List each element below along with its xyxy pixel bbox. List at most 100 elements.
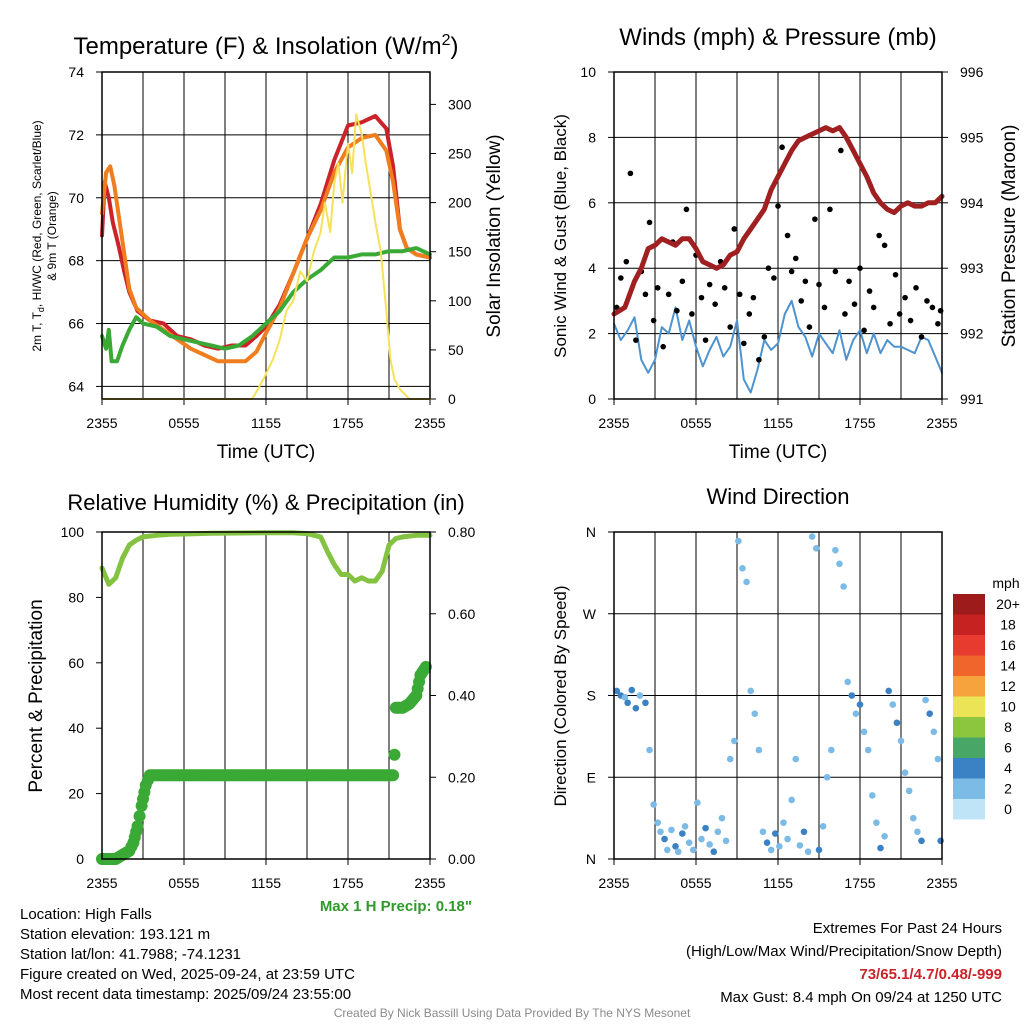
wind-direction-point — [689, 846, 697, 854]
y-tick-label-left: 100 — [61, 524, 85, 540]
y-tick-label-right: 993 — [960, 260, 984, 276]
wind-direction-point — [751, 710, 759, 717]
colorbar-swatch — [953, 655, 985, 676]
wind-direction-point — [681, 823, 689, 830]
y-tick-label-left: 72 — [68, 127, 84, 143]
x-tick-label: 2355 — [926, 415, 957, 431]
wind-direction-point — [784, 835, 791, 843]
colorbar-label: 2 — [1004, 781, 1012, 797]
wind-direction-point — [881, 832, 888, 840]
created-text: Figure created on Wed, 2025-09-24, at 23… — [20, 966, 355, 983]
series-gust-point — [887, 320, 893, 327]
series-gust-point — [838, 147, 844, 154]
series-gust-point — [913, 285, 919, 291]
wind-direction-point — [780, 819, 787, 826]
x-tick-label: 2355 — [86, 415, 117, 431]
y-tick-label-left: 68 — [68, 253, 84, 269]
wind-direction-point — [642, 699, 649, 707]
series-gust-point — [896, 311, 903, 317]
series-gust-point — [907, 317, 914, 324]
wind-direction-point — [718, 814, 726, 822]
wind-direction-point — [885, 687, 892, 695]
series-gust-point — [646, 219, 653, 226]
series-gust-point — [731, 226, 738, 232]
series-gust-point — [861, 327, 867, 334]
colorbar-label: 10 — [1000, 699, 1016, 715]
x-tick-label: 1155 — [251, 875, 281, 891]
series-gust-point — [798, 298, 805, 304]
chart-title: Wind Direction — [706, 484, 849, 509]
wind-direction-point — [828, 746, 835, 754]
series-gust-point — [679, 278, 686, 285]
series-gust-point — [741, 340, 747, 347]
y-tick-label-left: 4 — [588, 260, 596, 276]
series-precipitation-point — [388, 748, 401, 761]
colorbar-label: 8 — [1004, 719, 1012, 735]
colorbar-label: 0 — [1004, 801, 1012, 817]
y-tick-label-right: 992 — [960, 326, 984, 342]
x-tick-label: 1755 — [332, 875, 363, 891]
wind-direction-point — [726, 755, 734, 763]
wind-direction-point — [815, 846, 823, 854]
y-tick-label-left: 2 — [588, 326, 596, 342]
recent-timestamp-text: Most recent data timestamp: 2025/09/24 2… — [20, 986, 352, 1003]
wind-direction-point — [840, 583, 847, 590]
x-tick-label: 2355 — [86, 875, 117, 891]
series-gust-point — [623, 258, 630, 265]
plot-border — [101, 71, 431, 400]
y-tick-label-right: 991 — [960, 391, 984, 407]
series-gust-point — [866, 288, 873, 294]
series-gust-point — [902, 294, 908, 301]
series-gust-point — [702, 337, 709, 343]
wind-direction-point — [796, 842, 804, 849]
colorbar-swatch — [953, 594, 985, 615]
series-gust-point — [870, 304, 877, 311]
colorbar-label: 18 — [1000, 617, 1016, 633]
wind-direction-point — [735, 537, 742, 545]
wind-direction-point — [873, 819, 880, 826]
wind-direction-point — [819, 823, 827, 830]
colorbar-label: 12 — [1000, 678, 1016, 694]
y-tick-label-left: 0 — [588, 391, 596, 407]
series-gust-point — [846, 278, 852, 285]
plot-border — [101, 531, 431, 860]
series-gust-point — [851, 301, 858, 307]
colorbar-swatch — [953, 635, 985, 656]
colorbar-swatch — [953, 676, 985, 697]
series-gust-point — [802, 278, 809, 285]
elevation-text: Station elevation: 193.121 m — [20, 926, 211, 943]
y-tick-label-right: 0.40 — [448, 688, 475, 704]
y-tick-label-left: 64 — [68, 378, 84, 394]
x-tick-label: 0555 — [680, 875, 711, 891]
wind-direction-point — [934, 755, 942, 763]
series-gust-point — [935, 320, 941, 327]
wind-direction-point — [672, 842, 679, 850]
series-gust-point — [618, 275, 624, 281]
series-pressure — [611, 125, 945, 317]
series-rh — [99, 530, 433, 587]
extremes-info: Extremes For Past 24 Hours (High/Low/Max… — [686, 917, 1002, 1009]
wind-direction-point — [771, 830, 779, 837]
x-tick-label: 1155 — [763, 415, 793, 431]
series-gust-point — [792, 255, 799, 262]
y-tick-label-right: 994 — [960, 195, 984, 211]
wind-direction-point — [674, 848, 682, 856]
wind-direction-point — [914, 828, 921, 836]
series-gust-point — [876, 232, 882, 239]
wind-direction-point — [930, 728, 938, 736]
wind-direction-point — [621, 694, 629, 701]
series-gust-point — [674, 307, 680, 314]
wind-direction-point — [628, 686, 636, 694]
wind-direction-point — [763, 839, 771, 846]
x-tick-label: 0555 — [168, 875, 199, 891]
wind-direction-point — [922, 696, 929, 704]
series-gust-point — [627, 170, 634, 177]
wind-direction-point — [897, 737, 905, 745]
wind-direction-point — [694, 799, 701, 806]
wind-direction-point — [776, 842, 783, 850]
series-gust-point — [784, 232, 791, 239]
y-tick-label-right: 996 — [960, 64, 984, 80]
x-tick-label: 1155 — [763, 875, 793, 891]
